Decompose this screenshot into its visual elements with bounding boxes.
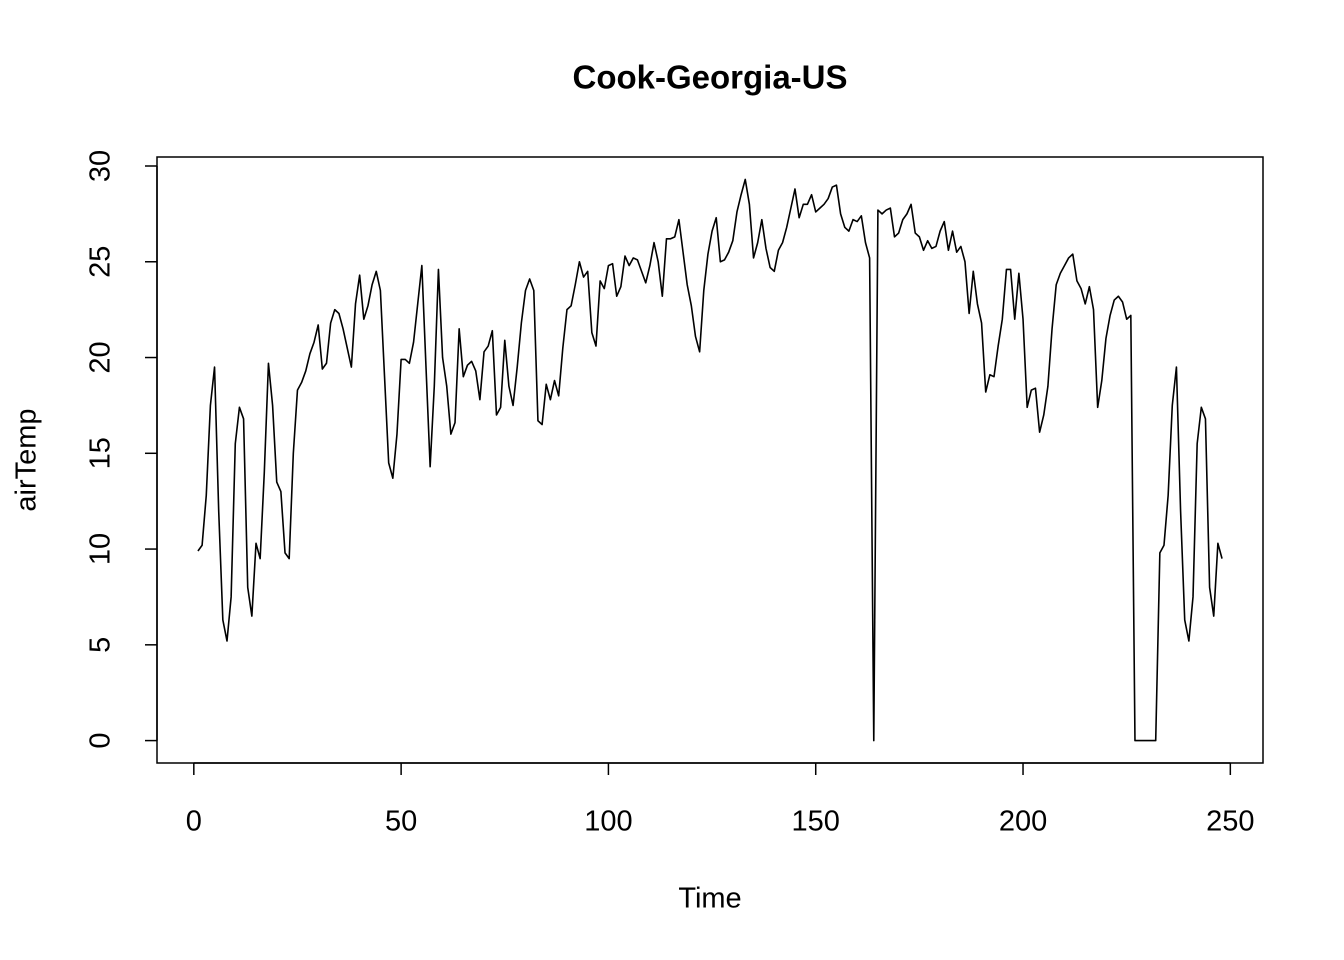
y-tick-label: 15 [85,437,117,469]
y-tick-label: 25 [85,246,117,278]
y-axis-label: airTemp [11,408,43,511]
x-tick-label: 100 [584,806,632,838]
y-tick-label: 5 [85,637,117,653]
y-tick-label: 20 [85,341,117,373]
y-tick-label: 10 [85,533,117,565]
x-axis-label: Time [678,883,741,915]
x-tick-label: 200 [999,806,1047,838]
x-tick-label: 150 [792,806,840,838]
data-line [197,178,1223,742]
x-tick-label: 250 [1206,806,1254,838]
plot-box [156,156,1264,764]
chart-title: Cook-Georgia-US [572,59,847,96]
y-tick-label: 0 [85,733,117,749]
y-tick-label: 30 [85,150,117,182]
x-tick-label: 0 [186,806,202,838]
x-tick-label: 50 [385,806,417,838]
